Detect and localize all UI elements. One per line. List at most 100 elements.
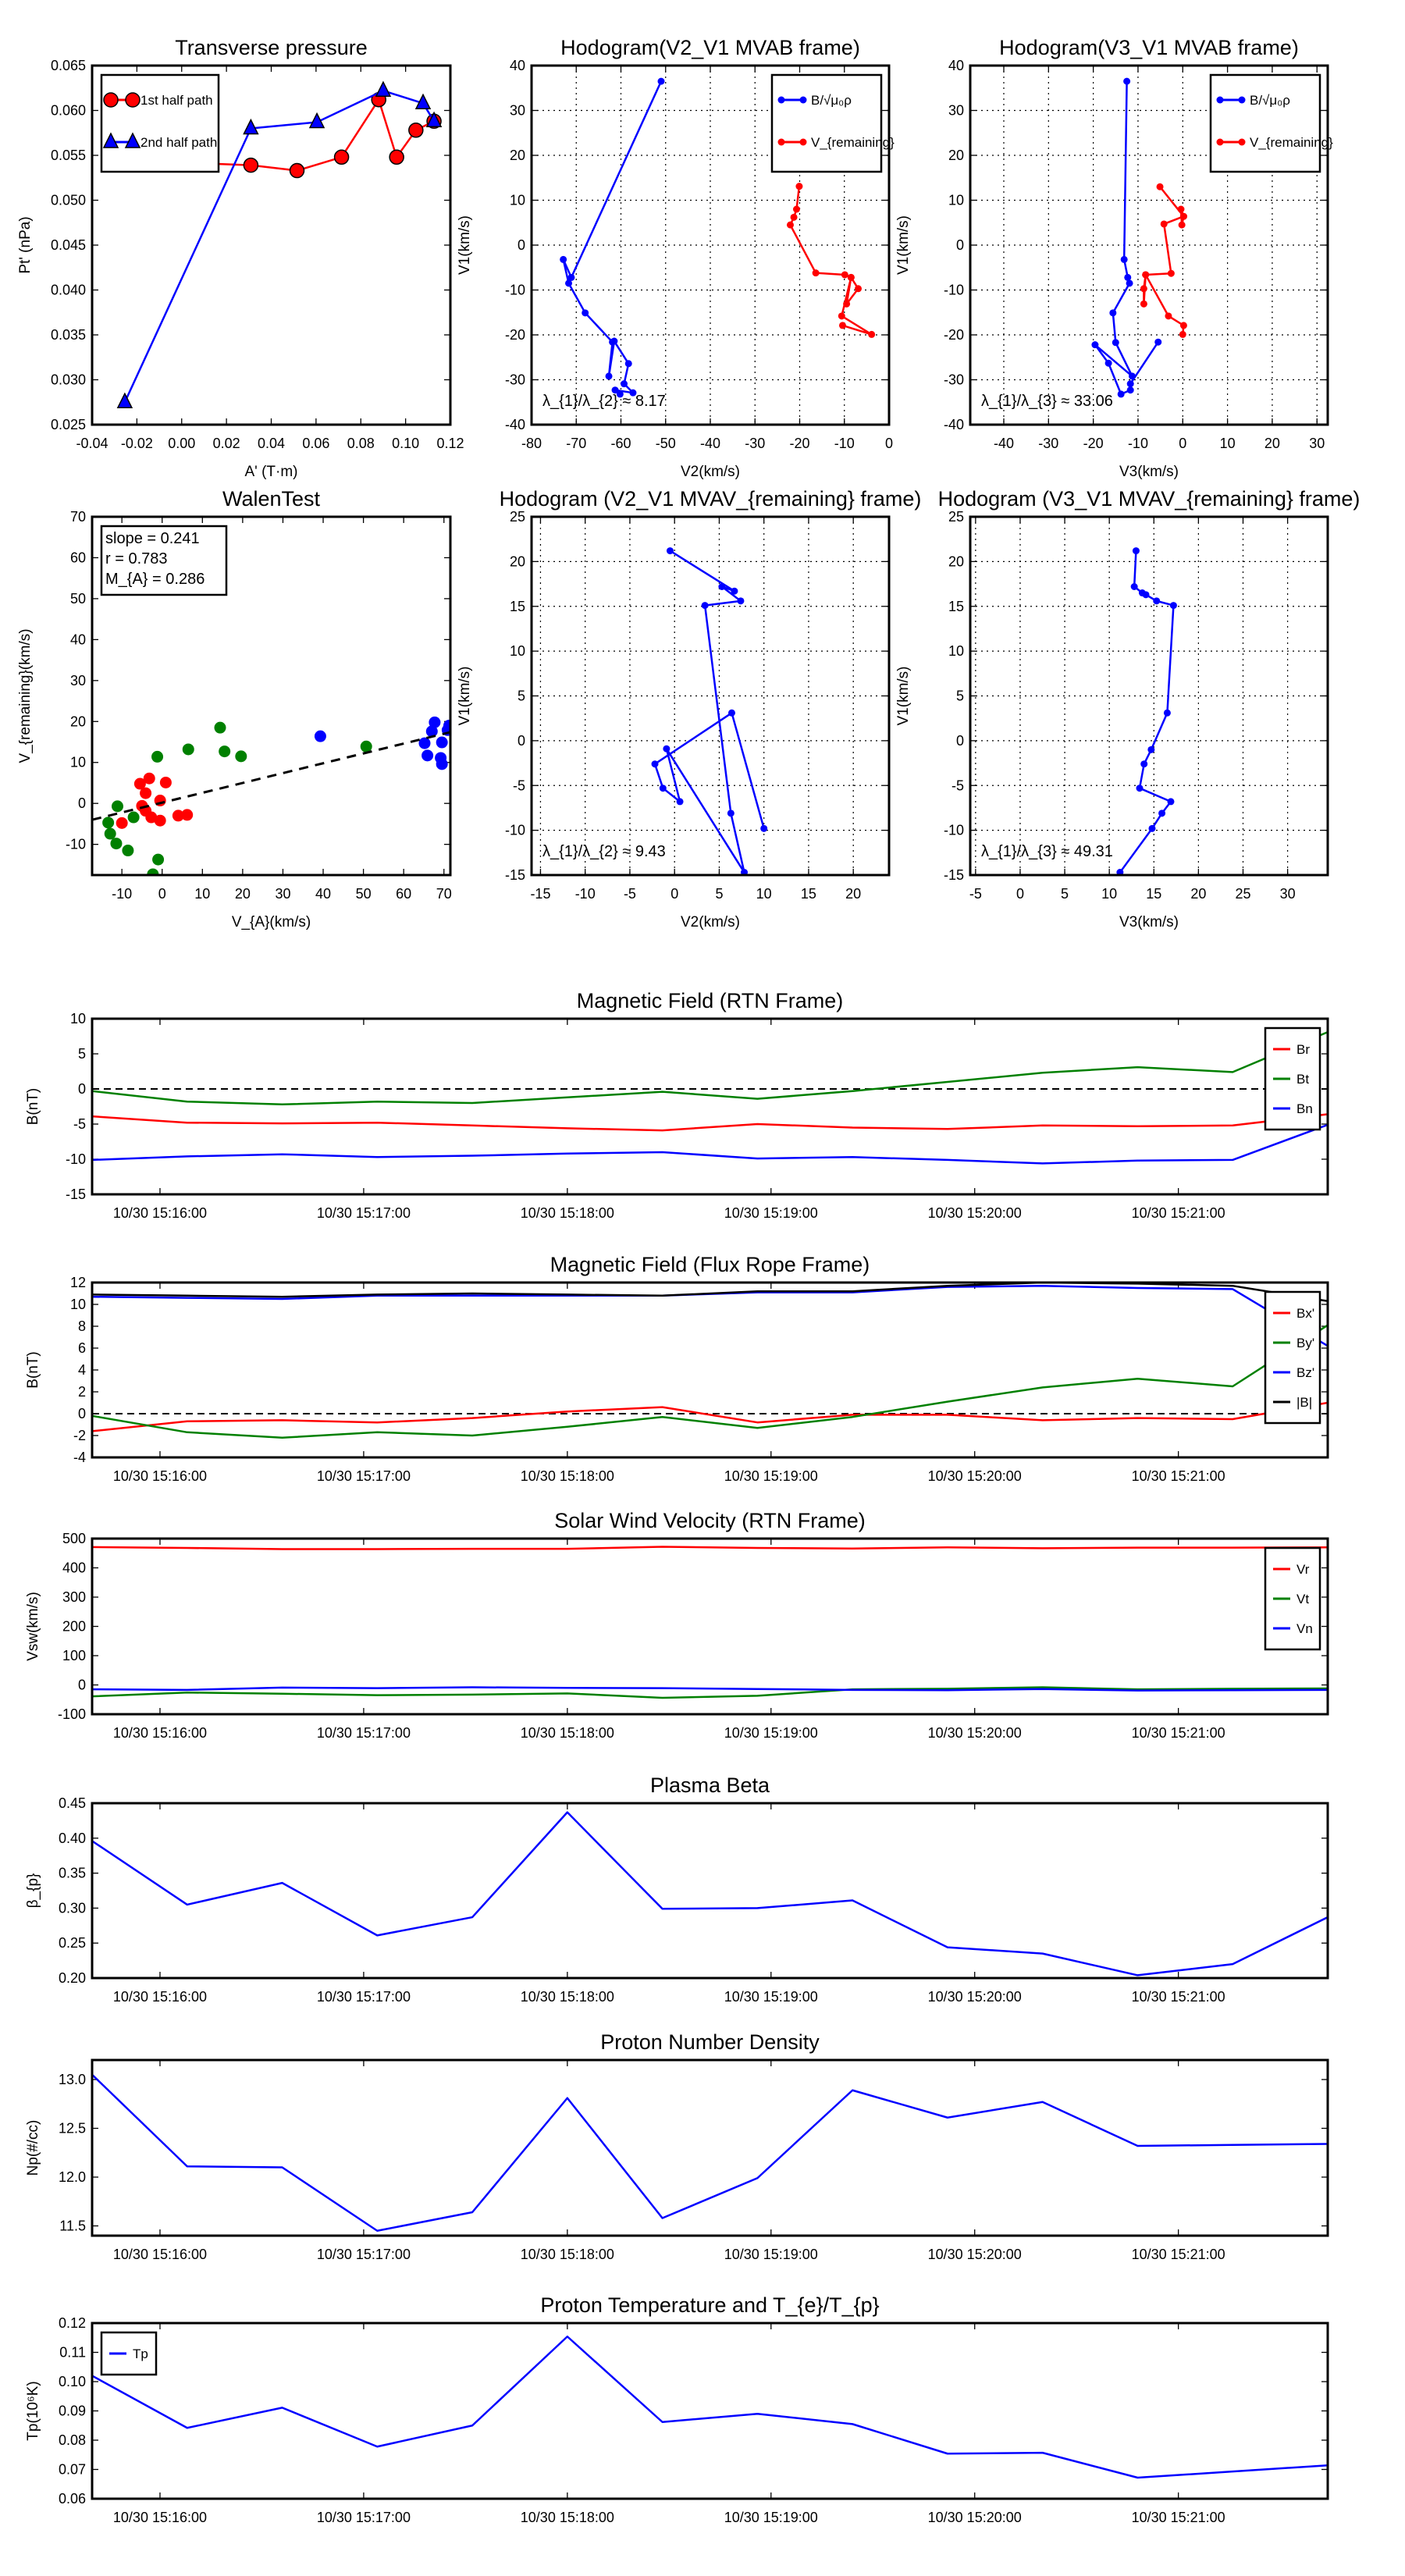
y-tick-label: 5 xyxy=(78,1046,86,1062)
data-point xyxy=(565,279,573,287)
y-tick-label: 40 xyxy=(948,58,964,73)
data-point xyxy=(436,758,448,770)
legend-marker xyxy=(777,138,785,146)
data-point xyxy=(624,360,632,368)
y-tick-label: 0 xyxy=(78,1406,86,1421)
data-point xyxy=(152,853,165,866)
y-tick-label: 0.40 xyxy=(59,1831,86,1846)
x-tick-label: 10/30 15:21:00 xyxy=(1132,1725,1225,1741)
data-point xyxy=(172,809,184,822)
legend-label: Bn xyxy=(1297,1101,1313,1116)
data-point xyxy=(1140,300,1147,308)
legend-label: Tp xyxy=(133,2347,148,2361)
data-point xyxy=(122,845,134,857)
x-tick-label: 10/30 15:16:00 xyxy=(113,1989,207,2005)
x-tick-label: 10/30 15:19:00 xyxy=(724,1725,818,1741)
legend-label: V_{remaining} xyxy=(811,135,895,150)
y-tick-label: -2 xyxy=(73,1428,86,1443)
x-tick-label: 0 xyxy=(1179,436,1186,451)
chart-magnetic-field-flux-rope: Magnetic Field (Flux Rope Frame) 10/30 15… xyxy=(25,1253,1329,1484)
legend-marker xyxy=(1216,138,1224,146)
y-tick-label: 30 xyxy=(948,103,964,119)
y-tick-label: 11.5 xyxy=(59,2218,86,2234)
data-point xyxy=(360,740,372,753)
chart-title: Transverse pressure xyxy=(175,36,368,59)
x-tick-label: 0.00 xyxy=(168,436,195,451)
x-tick-label: 10/30 15:16:00 xyxy=(113,2247,207,2262)
axes-frame xyxy=(530,515,891,877)
series-line-bt xyxy=(92,1030,1328,1106)
data-point xyxy=(727,709,735,717)
legend-label: Vn xyxy=(1297,1621,1313,1636)
x-tick-label: 20 xyxy=(1264,436,1280,451)
y-tick-label: -10 xyxy=(505,823,525,838)
y-tick-label: 0 xyxy=(78,1678,86,1693)
legend-label: Bx' xyxy=(1297,1306,1314,1321)
x-tick-label: 10/30 15:17:00 xyxy=(317,1725,411,1741)
data-point xyxy=(1117,390,1125,398)
data-point xyxy=(145,811,158,824)
data-point xyxy=(182,743,194,756)
legend-label: Bt xyxy=(1297,1072,1309,1087)
eigenvalue-ratio-annotation: λ_{1}/λ_{2} ≈ 8.17 xyxy=(542,393,666,410)
y-tick-label: 25 xyxy=(948,509,964,525)
data-point xyxy=(289,162,305,179)
y-tick-label: 400 xyxy=(62,1560,86,1576)
x-tick-label: 0.06 xyxy=(302,436,329,451)
y-tick-label: 70 xyxy=(70,509,86,525)
legend: B/√μ₀ρ V_{remaining} xyxy=(770,73,895,173)
legend-marker xyxy=(124,132,141,148)
data-point xyxy=(1158,809,1166,817)
legend-label: Br xyxy=(1297,1042,1310,1057)
y-tick-label: 12.5 xyxy=(59,2121,86,2137)
x-tick-label: 40 xyxy=(315,886,331,902)
x-axis-label: V_{A}(km/s) xyxy=(232,914,311,930)
data-point xyxy=(1179,322,1187,329)
chart-title: Hodogram(V2_V1 MVAB frame) xyxy=(560,36,860,59)
data-point xyxy=(425,725,438,738)
stats-line: r = 0.783 xyxy=(105,550,168,568)
legend-box xyxy=(770,73,883,173)
data-point xyxy=(1167,798,1175,806)
legend-marker xyxy=(1216,96,1224,104)
data-point xyxy=(214,721,226,734)
x-tick-label: 10/30 15:21:00 xyxy=(1132,1989,1225,2005)
stats-line: M_{A} = 0.286 xyxy=(105,571,205,588)
data-point xyxy=(1167,269,1175,277)
data-point xyxy=(147,868,159,875)
y-tick-label: 0.12 xyxy=(59,2315,86,2331)
data-point xyxy=(1169,602,1177,610)
chart-title: Magnetic Field (Flux Rope Frame) xyxy=(550,1253,870,1276)
data-point xyxy=(847,273,855,281)
x-tick-label: 10/30 15:21:00 xyxy=(1132,1468,1225,1484)
y-tick-label: 8 xyxy=(78,1318,86,1334)
x-tick-label: -10 xyxy=(575,886,596,902)
x-axis-label: V3(km/s) xyxy=(1119,464,1179,480)
data-point xyxy=(151,750,164,763)
x-tick-label: 15 xyxy=(801,886,816,902)
legend-marker xyxy=(103,92,119,108)
data-point xyxy=(812,269,820,277)
data-point xyxy=(1123,77,1131,85)
data-point xyxy=(333,149,350,165)
chart-hodogram-v2-v1-mvab: Hodogram(V2_V1 MVAB frame) -80 -70 -60 -50 -4… xyxy=(457,36,895,480)
y-tick-label: -10 xyxy=(66,1151,86,1167)
x-tick-label: -30 xyxy=(1038,436,1058,451)
y-tick-label: 0.11 xyxy=(59,2345,86,2361)
chart-hodogram-v3-v1-mvab: Hodogram(V3_V1 MVAB frame) -40 -30 -20 -10 0 1… xyxy=(895,36,1333,480)
y-tick-label: -10 xyxy=(944,823,964,838)
axes-frame xyxy=(969,64,1329,426)
x-tick-label: 10/30 15:20:00 xyxy=(928,1725,1022,1741)
series-line-v-remaining- xyxy=(789,186,873,336)
data-point xyxy=(560,255,567,263)
axes-frame xyxy=(530,64,891,426)
legend-label: |B| xyxy=(1297,1395,1312,1410)
data-point xyxy=(786,221,794,229)
data-point xyxy=(1140,285,1147,293)
axes-frame xyxy=(91,64,452,426)
data-point xyxy=(1126,279,1133,287)
y-tick-label: 30 xyxy=(510,103,525,119)
data-point xyxy=(651,760,659,768)
data-point xyxy=(1091,341,1099,349)
